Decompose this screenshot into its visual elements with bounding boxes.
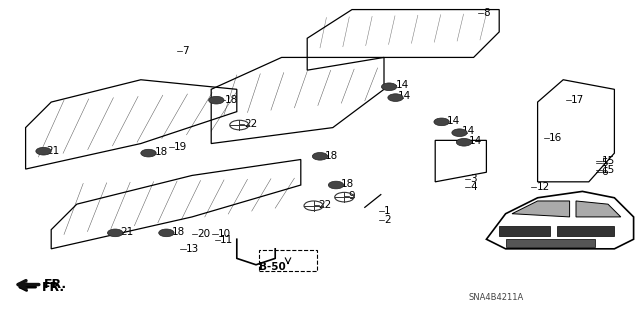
Text: 21: 21 xyxy=(120,227,134,237)
Text: FR.: FR. xyxy=(44,278,67,291)
Text: 14: 14 xyxy=(462,126,476,137)
Polygon shape xyxy=(506,239,595,247)
Circle shape xyxy=(381,83,397,91)
Polygon shape xyxy=(557,226,614,236)
Text: 18: 18 xyxy=(325,151,339,161)
Circle shape xyxy=(328,181,344,189)
Text: 18: 18 xyxy=(155,147,168,158)
Text: 5: 5 xyxy=(602,158,608,168)
Circle shape xyxy=(434,118,449,126)
Text: 14: 14 xyxy=(398,91,412,101)
Circle shape xyxy=(141,149,156,157)
Text: 19: 19 xyxy=(174,142,188,152)
Text: 18: 18 xyxy=(172,227,185,237)
Text: 14: 14 xyxy=(447,115,460,126)
Circle shape xyxy=(36,147,51,155)
Circle shape xyxy=(388,94,403,101)
Text: 11: 11 xyxy=(220,235,234,245)
Circle shape xyxy=(456,138,472,146)
Text: 10: 10 xyxy=(218,228,231,239)
Text: 13: 13 xyxy=(186,244,199,255)
Text: 16: 16 xyxy=(549,133,563,143)
Text: B-50: B-50 xyxy=(259,262,286,272)
Text: 8: 8 xyxy=(483,8,490,18)
Text: 22: 22 xyxy=(244,119,258,129)
Text: FR.: FR. xyxy=(42,281,65,293)
Text: 2: 2 xyxy=(384,215,390,225)
Text: 9: 9 xyxy=(349,191,355,201)
Text: 3: 3 xyxy=(470,174,477,184)
Circle shape xyxy=(209,96,224,104)
Text: SNA4B4211A: SNA4B4211A xyxy=(468,293,524,302)
Circle shape xyxy=(312,152,328,160)
Text: 18: 18 xyxy=(340,179,354,189)
Text: 22: 22 xyxy=(319,200,332,210)
Text: 21: 21 xyxy=(46,145,60,156)
Text: 15: 15 xyxy=(602,156,615,166)
Circle shape xyxy=(159,229,174,237)
Text: 17: 17 xyxy=(571,94,584,105)
Polygon shape xyxy=(512,201,570,217)
Circle shape xyxy=(108,229,123,237)
Text: 14: 14 xyxy=(396,80,409,91)
Text: 6: 6 xyxy=(602,167,608,177)
Polygon shape xyxy=(576,201,621,217)
Text: 1: 1 xyxy=(384,205,390,216)
Text: 15: 15 xyxy=(602,165,615,175)
Text: 12: 12 xyxy=(536,182,550,192)
Polygon shape xyxy=(499,226,550,236)
Text: 20: 20 xyxy=(197,228,211,239)
Text: 14: 14 xyxy=(468,136,482,146)
Text: 18: 18 xyxy=(225,94,239,105)
Text: 4: 4 xyxy=(470,182,477,192)
Text: 7: 7 xyxy=(182,46,189,56)
Circle shape xyxy=(452,129,467,137)
